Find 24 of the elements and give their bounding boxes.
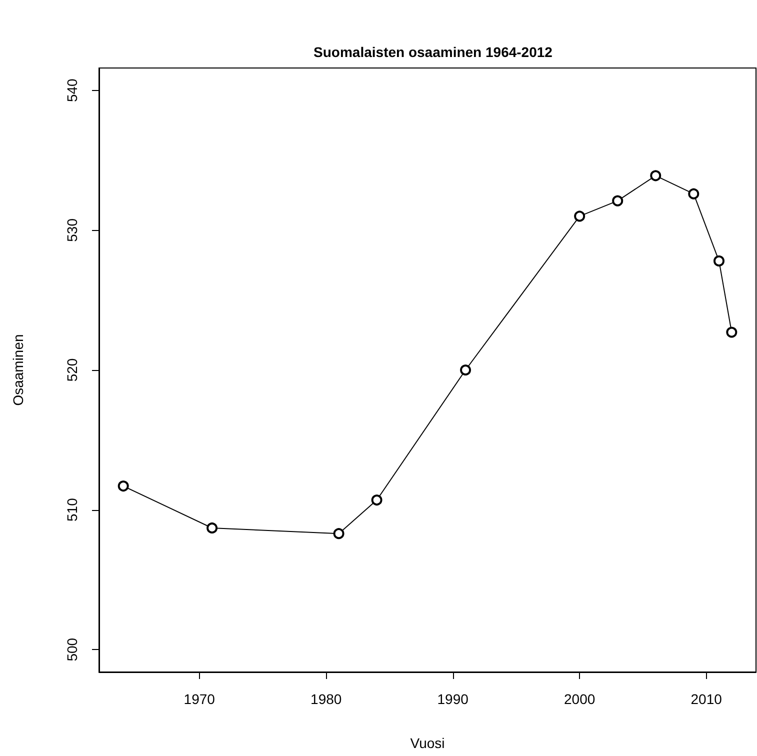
x-axis-title: Vuosi [410,735,445,751]
x-tick-label: 2010 [690,691,722,707]
x-tick-label: 1970 [184,691,216,707]
point [333,528,344,540]
chart-title: Suomalaisten osaaminen 1964-2012 [314,44,553,60]
point [612,195,624,206]
y-tick-label: 520 [64,358,80,382]
point [460,364,472,376]
point [118,480,129,492]
y-tick-label: 500 [64,638,80,662]
point [688,188,700,200]
point [574,210,586,222]
point [714,255,724,266]
y-tick-label: 530 [64,218,80,242]
point [650,170,662,182]
point [371,494,382,506]
x-tick-label: 1980 [310,691,342,707]
y-tick-label: 510 [64,498,80,522]
point [206,522,218,534]
x-tick-label: 1990 [437,691,469,707]
point [726,326,738,338]
y-tick-label: 540 [64,78,80,102]
x-tick-label: 2000 [564,691,596,707]
y-axis-title: Osaaminen [10,334,26,406]
